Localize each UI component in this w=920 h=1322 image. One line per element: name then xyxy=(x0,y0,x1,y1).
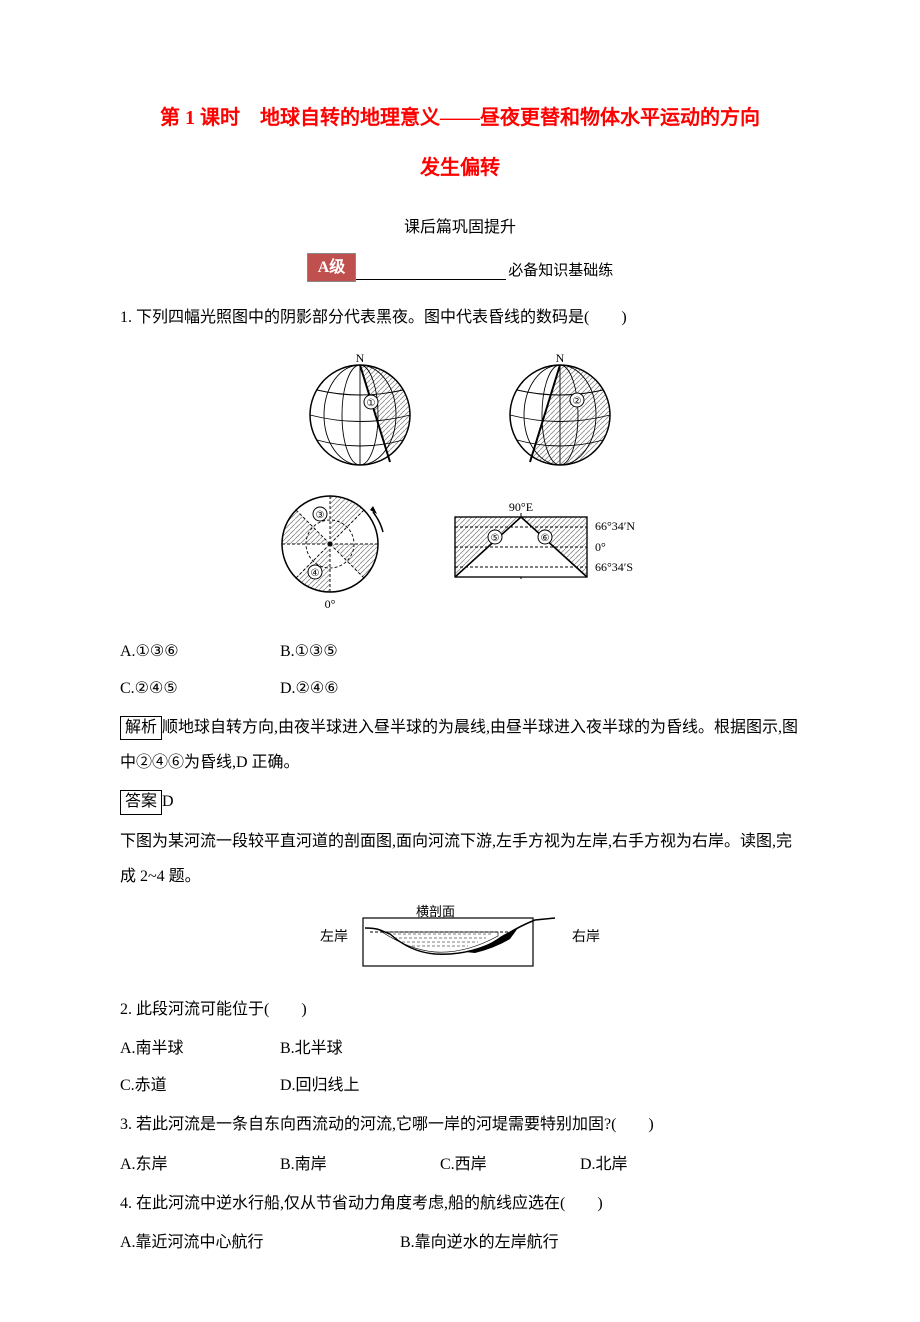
svg-text:N: N xyxy=(356,351,365,365)
svg-text:N: N xyxy=(556,351,565,365)
q1-answer-text: D xyxy=(162,793,174,810)
q3-opt-b: B.南岸 xyxy=(280,1147,440,1182)
q2-opt-d: D.回归线上 xyxy=(280,1068,440,1103)
svg-text:⑥: ⑥ xyxy=(541,533,550,544)
q2-opt-c: C.赤道 xyxy=(120,1068,280,1103)
q2-opt-a: A.南半球 xyxy=(120,1031,280,1066)
section-subtitle: 课后篇巩固提升 xyxy=(120,210,800,245)
q1-globe-1: ① N xyxy=(295,350,425,470)
page-title-line1: 第 1 课时 地球自转的地理意义——昼夜更替和物体水平运动的方向 xyxy=(120,100,800,136)
q1-opts-row1: A.①③⑥ B.①③⑤ xyxy=(120,634,800,669)
q2-stem: 2. 此段河流可能位于( ) xyxy=(120,992,800,1027)
q4-opts: A.靠近河流中心航行 B.靠向逆水的左岸航行 xyxy=(120,1225,800,1260)
svg-text:90°E: 90°E xyxy=(509,500,533,514)
svg-text:③: ③ xyxy=(316,510,325,521)
river-right-label: 右岸 xyxy=(572,923,600,954)
q3-opt-c: C.西岸 xyxy=(440,1147,580,1182)
answer-label: 答案 xyxy=(120,790,162,814)
q1-opt-b: B.①③⑤ xyxy=(280,634,440,669)
svg-text:⑤: ⑤ xyxy=(491,533,500,544)
svg-text:0°: 0° xyxy=(595,540,606,554)
svg-text:①: ① xyxy=(367,398,376,409)
svg-text:②: ② xyxy=(573,396,582,407)
svg-text:横剖面: 横剖面 xyxy=(416,904,455,919)
q1-opt-c: C.②④⑤ xyxy=(120,671,280,706)
q2-opts-row2: C.赤道 D.回归线上 xyxy=(120,1068,800,1103)
q1-opt-a: A.①③⑥ xyxy=(120,634,280,669)
level-line: A级 必备知识基础练 xyxy=(120,253,800,282)
river-left-label: 左岸 xyxy=(320,923,348,954)
q1-opts-row2: C.②④⑤ D.②④⑥ xyxy=(120,671,800,706)
analysis-label: 解析 xyxy=(120,716,162,740)
level-badge: A级 xyxy=(307,253,357,282)
level-text: 必备知识基础练 xyxy=(508,261,613,282)
q3-opt-d: D.北岸 xyxy=(580,1147,740,1182)
page-title-line2: 发生偏转 xyxy=(120,146,800,190)
q1-analysis: 解析顺地球自转方向,由夜半球进入昼半球的为晨线,由昼半球进入夜半球的为昏线。根据… xyxy=(120,710,800,780)
q2-opt-b: B.北半球 xyxy=(280,1031,440,1066)
svg-text:66°34′N: 66°34′N xyxy=(595,519,635,533)
q3-opt-a: A.东岸 xyxy=(120,1147,280,1182)
q2-opts-row1: A.南半球 B.北半球 xyxy=(120,1031,800,1066)
q1-globe-2: ② N xyxy=(495,350,625,470)
q3-opts: A.东岸 B.南岸 C.西岸 D.北岸 xyxy=(120,1147,800,1182)
q1-fig-row1: ① N ② N xyxy=(120,350,800,470)
q1-answer: 答案D xyxy=(120,784,800,819)
river-figure: 左岸 横剖面 右岸 xyxy=(120,904,800,974)
q1-rect-map: 90°E ⑤ ⑥ 66°34′N 0° 66°34′S xyxy=(445,499,655,599)
q1-fig-row2: ③ ④ 0° 90°E ⑤ ⑥ 66°34′N 0° 66°34′S xyxy=(120,484,800,614)
q1-stem: 1. 下列四幅光照图中的阴影部分代表黑夜。图中代表昏线的数码是( ) xyxy=(120,300,800,335)
passage-2-4: 下图为某河流一段较平直河道的剖面图,面向河流下游,左手方视为左岸,右手方视为右岸… xyxy=(120,824,800,894)
q1-polar: ③ ④ 0° xyxy=(265,484,405,614)
q4-stem: 4. 在此河流中逆水行船,仅从节省动力角度考虑,船的航线应选在( ) xyxy=(120,1186,800,1221)
q4-opt-a: A.靠近河流中心航行 xyxy=(120,1225,400,1260)
svg-text:④: ④ xyxy=(311,568,320,579)
q1-analysis-text: 顺地球自转方向,由夜半球进入昼半球的为晨线,由昼半球进入夜半球的为昏线。根据图示… xyxy=(120,719,798,771)
q4-opt-b: B.靠向逆水的左岸航行 xyxy=(400,1225,559,1260)
river-svg: 横剖面 xyxy=(360,904,560,974)
q3-stem: 3. 若此河流是一条自东向西流动的河流,它哪一岸的河堤需要特别加固?( ) xyxy=(120,1107,800,1142)
svg-text:0°: 0° xyxy=(325,597,336,611)
level-underline xyxy=(356,279,506,280)
q1-opt-d: D.②④⑥ xyxy=(280,671,440,706)
svg-text:66°34′S: 66°34′S xyxy=(595,560,633,574)
